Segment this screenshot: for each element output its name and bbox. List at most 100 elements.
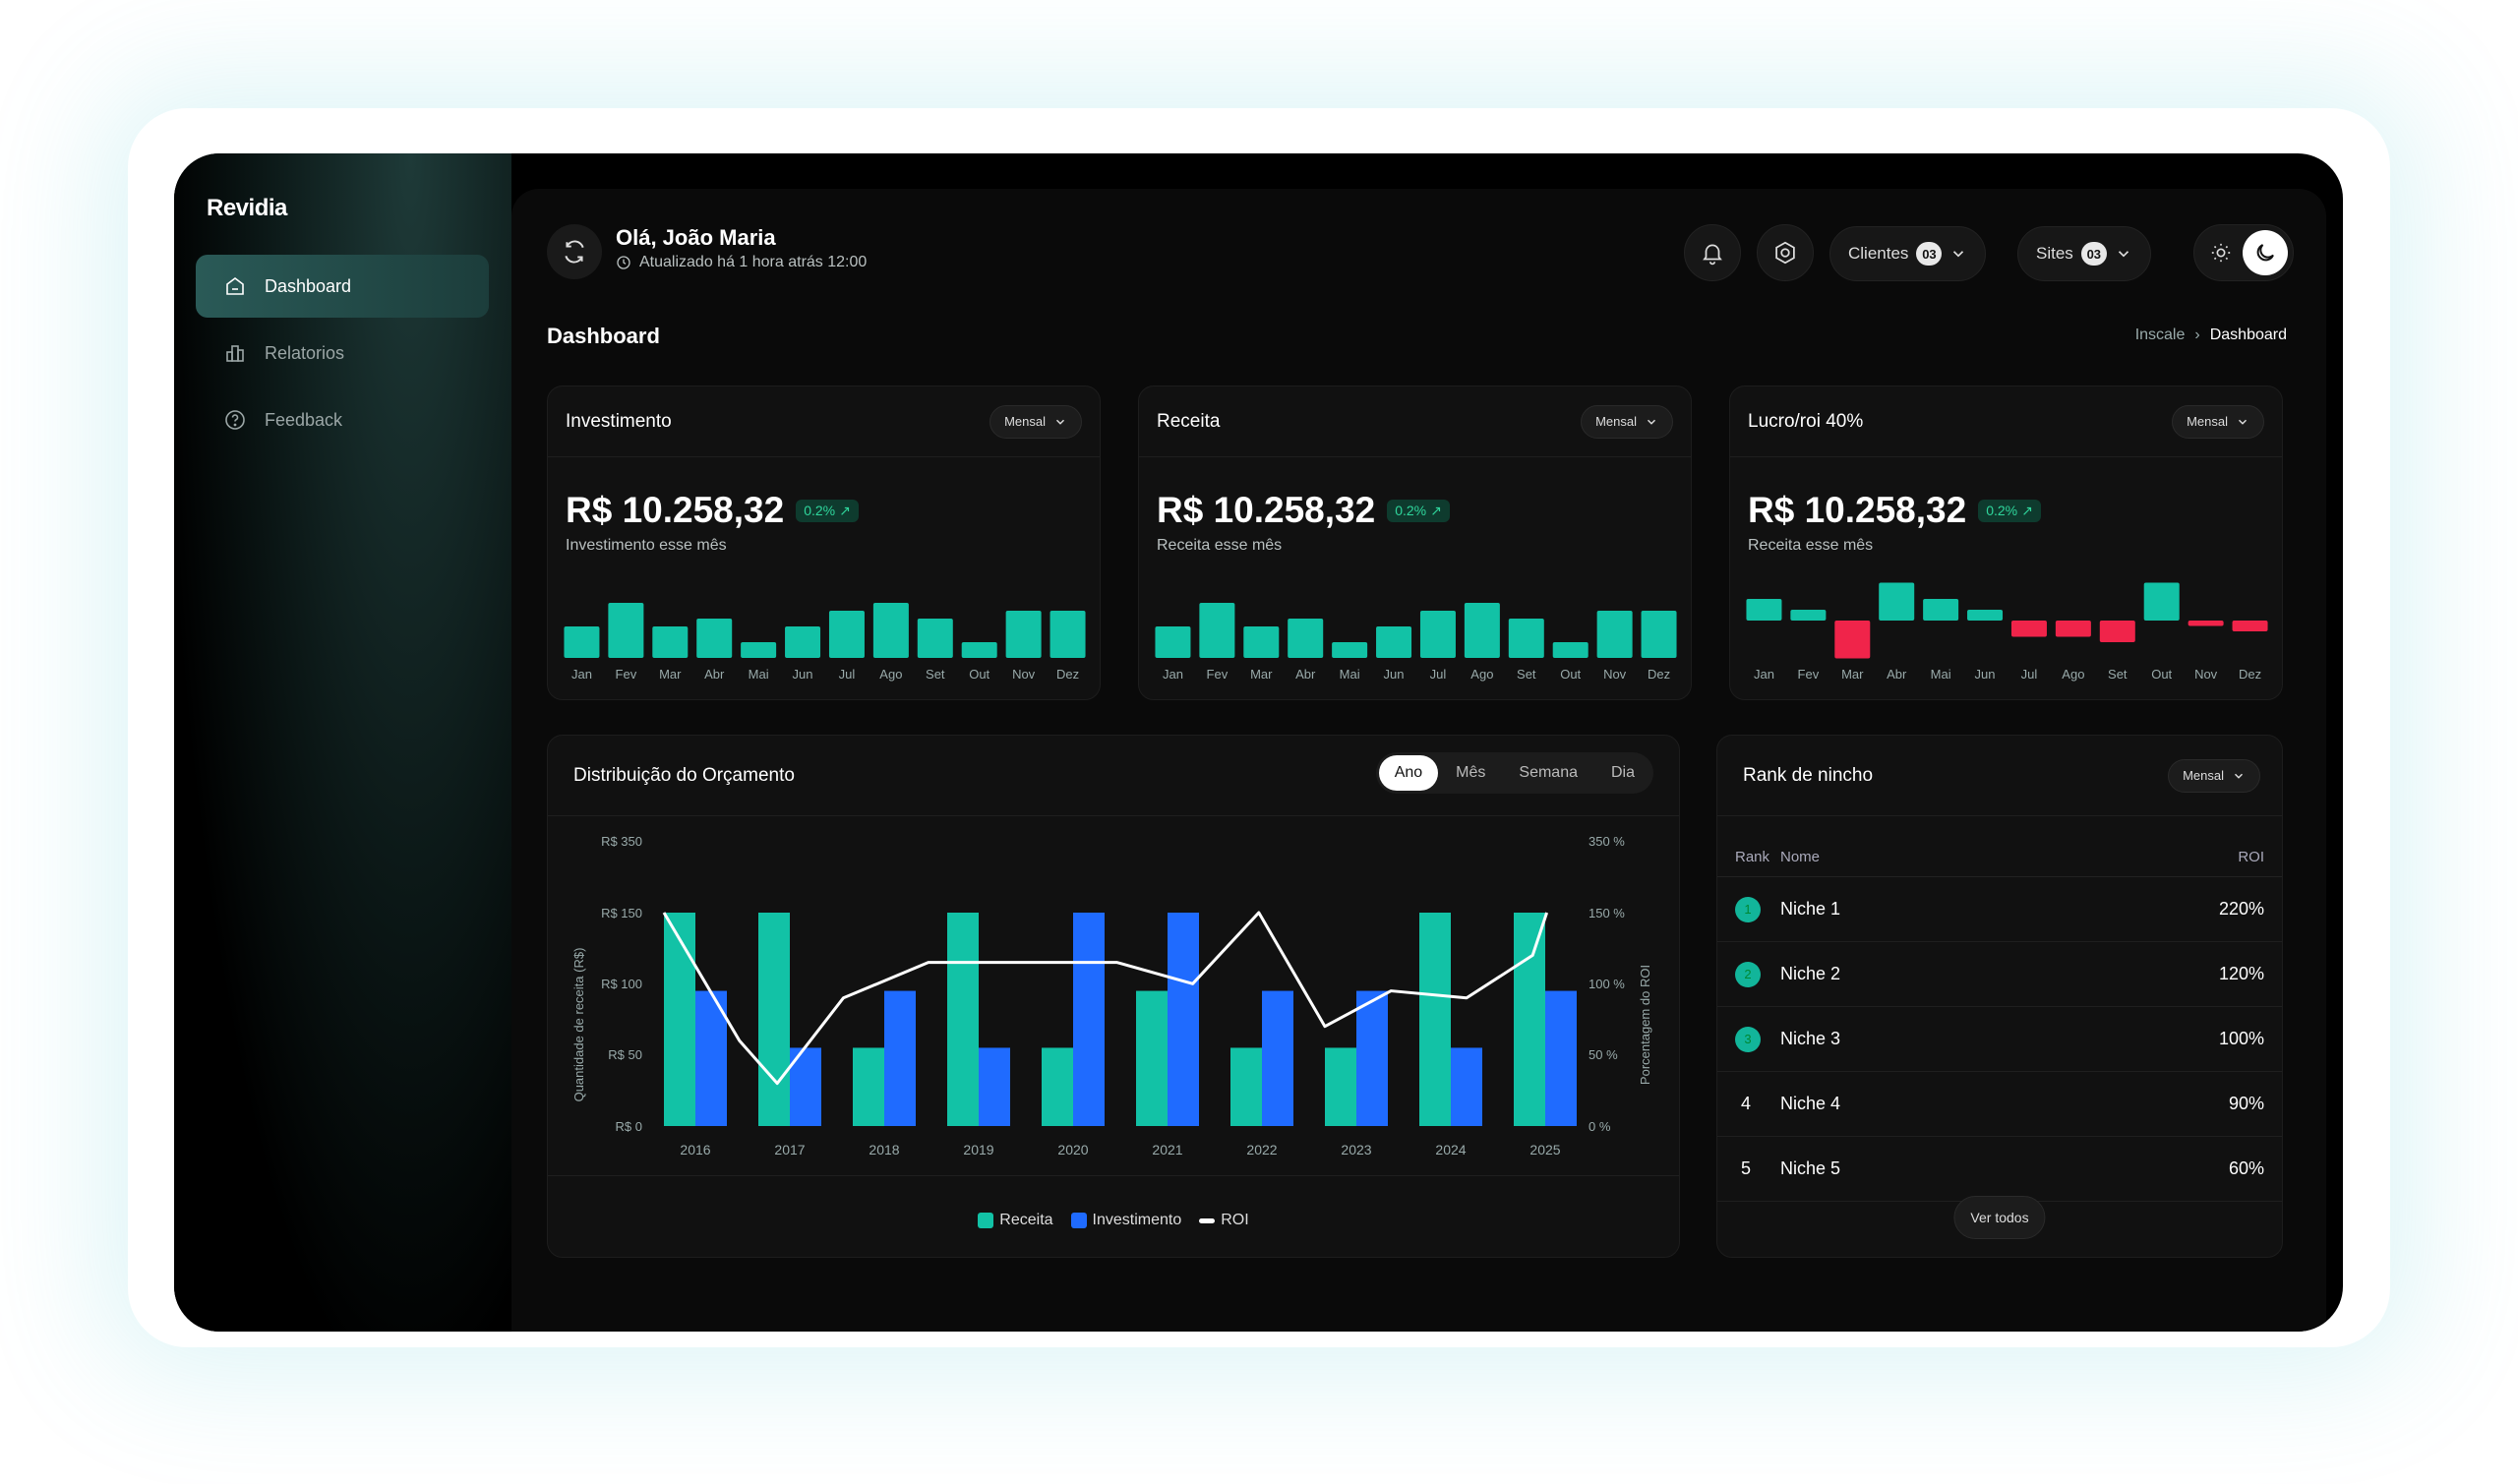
kpi-bar[interactable] [1552,642,1589,658]
period-select-value: Mensal [1595,414,1637,429]
investimento-bar[interactable] [1356,990,1388,1126]
roi-line[interactable] [662,911,1549,1086]
kpi-bar[interactable] [961,642,997,658]
investimento-bar[interactable] [979,1047,1010,1126]
investimento-bar[interactable] [1168,913,1199,1126]
kpi-bar[interactable] [1790,610,1827,621]
legend-item-investimento[interactable]: Investimento [1070,1212,1181,1229]
kpi-bar[interactable] [1288,619,1324,658]
kpi-month-label: Nov [1603,667,1627,682]
kpi-bar[interactable] [2188,621,2224,626]
kpi-value: R$ 10.258,32 [566,490,785,530]
sites-dropdown[interactable]: Sites 03 [2017,226,2151,281]
kpi-month-label: Jan [1163,667,1183,682]
kpi-title: Receita [1157,410,1221,432]
table-row[interactable]: 1 Niche 1 220% [1717,877,2282,942]
period-select[interactable]: Mensal [2172,404,2264,439]
kpi-bar[interactable] [1923,599,1959,621]
kpi-bar[interactable] [1005,611,1042,658]
sidebar-item-dashboard[interactable]: Dashboard [196,255,489,318]
period-select[interactable]: Mensal [989,404,1082,439]
kpi-bar[interactable] [1376,626,1412,658]
kpi-bar[interactable] [564,626,600,658]
kpi-bar[interactable] [2099,621,2135,642]
legend-item-roi[interactable]: ROI [1199,1212,1249,1229]
table-row[interactable]: 5 Niche 5 60% [1717,1137,2282,1202]
period-select[interactable]: Mensal [1581,404,1673,439]
help-circle-icon [225,410,245,430]
tab-mes[interactable]: Mês [1456,764,1486,781]
receita-bar[interactable] [758,913,790,1126]
receita-bar[interactable] [1136,990,1168,1126]
receita-bar[interactable] [1230,1047,1262,1126]
table-row[interactable]: 4 Niche 4 90% [1717,1072,2282,1137]
kpi-bar[interactable] [2010,621,2047,637]
sites-count: 03 [2080,242,2107,266]
kpi-bar[interactable] [828,611,865,658]
kpi-bar[interactable] [2143,582,2180,622]
moon-icon[interactable] [2243,230,2288,275]
investimento-bar[interactable] [1451,1047,1482,1126]
investimento-bar[interactable] [695,990,727,1126]
kpi-bar[interactable] [2232,621,2268,631]
period-select[interactable]: Mensal [2168,758,2260,793]
kpi-bar[interactable] [1967,610,2004,621]
notifications-button[interactable] [1684,224,1741,281]
kpi-bar[interactable] [1641,611,1677,658]
investimento-bar[interactable] [1073,913,1105,1126]
investimento-bar[interactable] [884,990,916,1126]
kpi-bar[interactable] [872,603,909,658]
kpi-bar[interactable] [1746,599,1782,621]
kpi-bar[interactable] [1199,603,1235,658]
kpi-bar[interactable] [741,642,777,658]
investimento-bar[interactable] [1545,990,1577,1126]
kpi-bar[interactable] [1508,619,1544,658]
tab-ano[interactable]: Ano [1378,755,1439,791]
kpi-bar[interactable] [608,603,644,658]
clients-dropdown[interactable]: Clientes 03 [1829,226,1987,281]
settings-button[interactable] [1757,224,1814,281]
receita-bar[interactable] [1419,913,1451,1126]
kpi-bar[interactable] [2055,621,2091,637]
legend-item-receita[interactable]: Receita [978,1212,1053,1229]
kpi-bar[interactable] [1419,611,1456,658]
breadcrumb-separator-icon: › [2194,326,2200,343]
kpi-card-investimento: Investimento Mensal R$ 10.258,32 0.2% ↗ I… [547,386,1101,700]
see-all-button[interactable]: Ver todos [1953,1196,2046,1239]
kpi-bar[interactable] [652,626,689,658]
table-row[interactable]: 3 Niche 3 100% [1717,1007,2282,1072]
y-tick-label: R$ 0 [616,1119,642,1134]
refresh-button[interactable] [547,224,602,279]
breadcrumb-item[interactable]: Inscale [2134,326,2186,343]
tab-dia[interactable]: Dia [1610,764,1635,781]
sidebar-item-relatorios[interactable]: Relatorios [196,322,489,385]
kpi-bar[interactable] [1332,642,1368,658]
receita-bar[interactable] [664,913,695,1126]
kpi-bar[interactable] [1464,603,1500,658]
x-tick-label: 2022 [1246,1142,1277,1158]
y-tick-label: R$ 100 [601,977,642,991]
rank-card: Rank de nincho Mensal Rank Nome ROI 1 Ni… [1716,735,2283,1258]
investimento-bar[interactable] [1262,990,1293,1126]
tab-semana[interactable]: Semana [1519,764,1578,781]
kpi-bar[interactable] [1049,611,1086,658]
kpi-bar[interactable] [696,619,733,658]
table-row[interactable]: 2 Niche 2 120% [1717,942,2282,1007]
sun-icon[interactable] [2206,238,2236,267]
receita-bar[interactable] [947,913,979,1126]
sidebar-item-feedback[interactable]: Feedback [196,388,489,451]
kpi-bar[interactable] [1596,611,1633,658]
sidebar-item-label: Dashboard [265,275,352,296]
kpi-bar[interactable] [1834,621,1871,659]
kpi-bar[interactable] [917,619,953,658]
receita-bar[interactable] [1514,913,1545,1126]
kpi-bar[interactable] [1243,626,1280,658]
theme-toggle[interactable] [2193,224,2294,281]
kpi-bar[interactable] [1879,582,1915,622]
receita-bar[interactable] [853,1047,884,1126]
receita-bar[interactable] [1325,1047,1356,1126]
kpi-bar[interactable] [1155,626,1191,658]
y-tick-label: R$ 350 [601,834,642,849]
receita-bar[interactable] [1042,1047,1073,1126]
kpi-bar[interactable] [785,626,821,658]
